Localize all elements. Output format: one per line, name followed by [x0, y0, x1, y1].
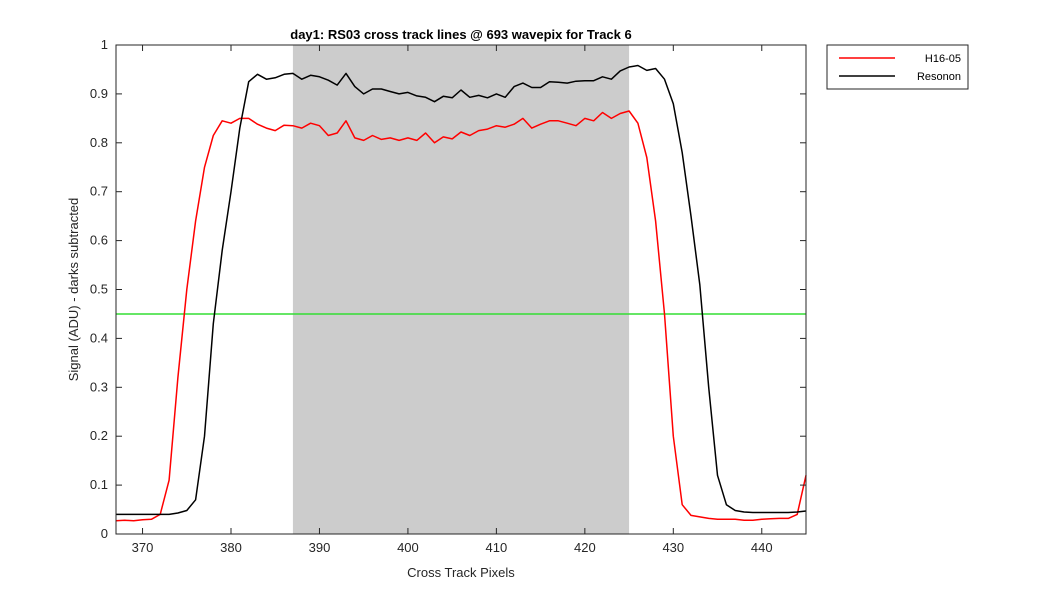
x-tick-label: 410 [486, 540, 508, 555]
y-tick-label: 0.3 [90, 379, 108, 394]
legend-label-h16-05: H16-05 [925, 53, 961, 65]
x-tick-label: 440 [751, 540, 773, 555]
x-tick-label: 370 [132, 540, 154, 555]
shaded-region [292, 45, 630, 534]
x-tick-label: 380 [220, 540, 242, 555]
x-tick-label: 420 [574, 540, 596, 555]
x-tick-label: 430 [662, 540, 684, 555]
y-axis-label: Signal (ADU) - darks subtracted [66, 198, 81, 382]
chart-title: day1: RS03 cross track lines @ 693 wavep… [290, 27, 631, 42]
y-tick-label: 0.9 [90, 86, 108, 101]
y-tick-label: 0.5 [90, 282, 108, 297]
x-tick-label: 390 [309, 540, 331, 555]
x-axis-label: Cross Track Pixels [407, 565, 515, 580]
y-tick-label: 0.6 [90, 233, 108, 248]
y-tick-label: 0.8 [90, 135, 108, 150]
legend-box [826, 44, 969, 90]
y-tick-label: 0 [101, 526, 108, 541]
legend: H16-05 Resonon [826, 44, 969, 90]
x-tick-label: 400 [397, 540, 419, 555]
y-tick-label: 0.4 [90, 330, 108, 345]
series-line-h16-05 [115, 110, 807, 522]
y-tick-label: 0.2 [90, 428, 108, 443]
y-tick-label: 0.1 [90, 477, 108, 492]
y-tick-label: 1 [101, 37, 108, 52]
legend-label-resonon: Resonon [917, 71, 961, 83]
series-line-resonon [116, 64, 807, 516]
y-tick-label: 0.7 [90, 184, 108, 199]
